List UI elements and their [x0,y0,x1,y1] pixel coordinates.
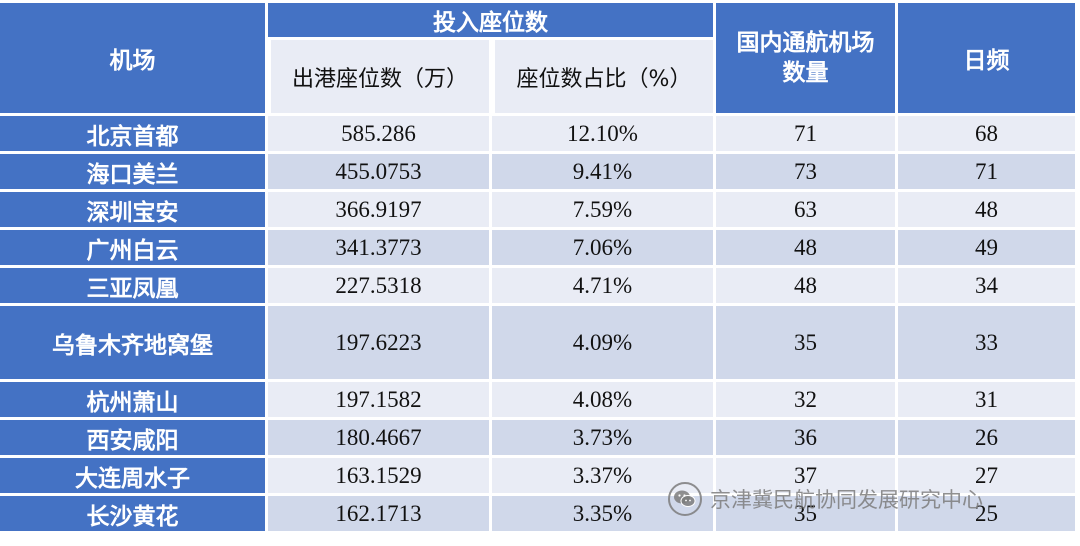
header-outbound-seats: 出港座位数（万） [268,40,492,116]
table-body: 北京首都 585.286 12.10% 71 68 海口美兰 455.0753 9.41% 73… [0,116,1078,534]
daily-frequency-cell: 25 [898,496,1078,534]
header-seat-group: 投入座位数 [268,3,716,40]
airport-name-cell: 海口美兰 [0,154,268,192]
header-domestic-airports-label: 国内通航机场数量 [736,30,875,86]
outbound-seats-cell: 163.1529 [268,458,492,496]
domestic-airports-cell: 35 [716,306,898,382]
domestic-airports-cell: 32 [716,382,898,420]
watermark-text: 京津冀民航协同发展研究中心 [710,488,983,512]
airport-name-cell: 三亚凤凰 [0,268,268,306]
seat-share-cell: 3.37% [492,458,716,496]
daily-frequency-cell: 27 [898,458,1078,496]
seat-share-cell: 9.41% [492,154,716,192]
domestic-airports-cell: 73 [716,154,898,192]
outbound-seats-cell: 197.1582 [268,382,492,420]
header-seat-share: 座位数占比（%） [492,40,716,116]
daily-frequency-cell: 31 [898,382,1078,420]
outbound-seats-cell: 197.6223 [268,306,492,382]
airport-name-cell: 北京首都 [0,116,268,154]
table-row: 乌鲁木齐地窝堡 197.6223 4.09% 35 33 [0,306,1078,382]
outbound-seats-cell: 180.4667 [268,420,492,458]
header-airport: 机场 [0,3,268,116]
airport-seat-table: 机场 投入座位数 国内通航机场数量 日频 出港座位数（万） 座位数占比（%） 北… [0,3,1078,534]
airport-name-cell: 乌鲁木齐地窝堡 [0,306,268,382]
airport-name-cell: 大连周水子 [0,458,268,496]
outbound-seats-cell: 341.3773 [268,230,492,268]
seat-share-cell: 4.71% [492,268,716,306]
domestic-airports-cell: 63 [716,192,898,230]
seat-share-cell: 12.10% [492,116,716,154]
seat-share-cell: 7.59% [492,192,716,230]
outbound-seats-cell: 366.9197 [268,192,492,230]
domestic-airports-cell: 36 [716,420,898,458]
airport-name-cell: 深圳宝安 [0,192,268,230]
daily-frequency-cell: 49 [898,230,1078,268]
seat-share-cell: 3.35% [492,496,716,534]
airport-name-cell: 杭州萧山 [0,382,268,420]
outbound-seats-cell: 162.1713 [268,496,492,534]
table-row: 长沙黄花 162.1713 3.35% 35 25 [0,496,1078,534]
daily-frequency-cell: 34 [898,268,1078,306]
domestic-airports-cell: 48 [716,230,898,268]
domestic-airports-cell: 35 [716,496,898,534]
table-row: 杭州萧山 197.1582 4.08% 32 31 [0,382,1078,420]
airport-name-cell: 广州白云 [0,230,268,268]
daily-frequency-cell: 71 [898,154,1078,192]
daily-frequency-cell: 26 [898,420,1078,458]
daily-frequency-cell: 68 [898,116,1078,154]
outbound-seats-cell: 585.286 [268,116,492,154]
airport-name-cell: 西安咸阳 [0,420,268,458]
table-row: 西安咸阳 180.4667 3.73% 36 26 [0,420,1078,458]
domestic-airports-cell: 48 [716,268,898,306]
table-row: 海口美兰 455.0753 9.41% 73 71 [0,154,1078,192]
seat-share-cell: 7.06% [492,230,716,268]
seat-share-cell: 4.08% [492,382,716,420]
table-row: 三亚凤凰 227.5318 4.71% 48 34 [0,268,1078,306]
domestic-airports-cell: 71 [716,116,898,154]
outbound-seats-cell: 455.0753 [268,154,492,192]
domestic-airports-cell: 37 [716,458,898,496]
table-row: 北京首都 585.286 12.10% 71 68 [0,116,1078,154]
watermark: 京津冀民航协同发展研究中心 [668,479,983,519]
table-row: 深圳宝安 366.9197 7.59% 63 48 [0,192,1078,230]
airport-name-cell: 长沙黄花 [0,496,268,534]
daily-frequency-cell: 33 [898,306,1078,382]
daily-frequency-cell: 48 [898,192,1078,230]
seat-share-cell: 3.73% [492,420,716,458]
seat-share-cell: 4.09% [492,306,716,382]
table-row: 大连周水子 163.1529 3.37% 37 27 [0,458,1078,496]
header-daily-frequency: 日频 [898,3,1078,116]
table-row: 广州白云 341.3773 7.06% 48 49 [0,230,1078,268]
wechat-icon [668,482,702,516]
header-domestic-airports: 国内通航机场数量 [716,3,898,116]
outbound-seats-cell: 227.5318 [268,268,492,306]
